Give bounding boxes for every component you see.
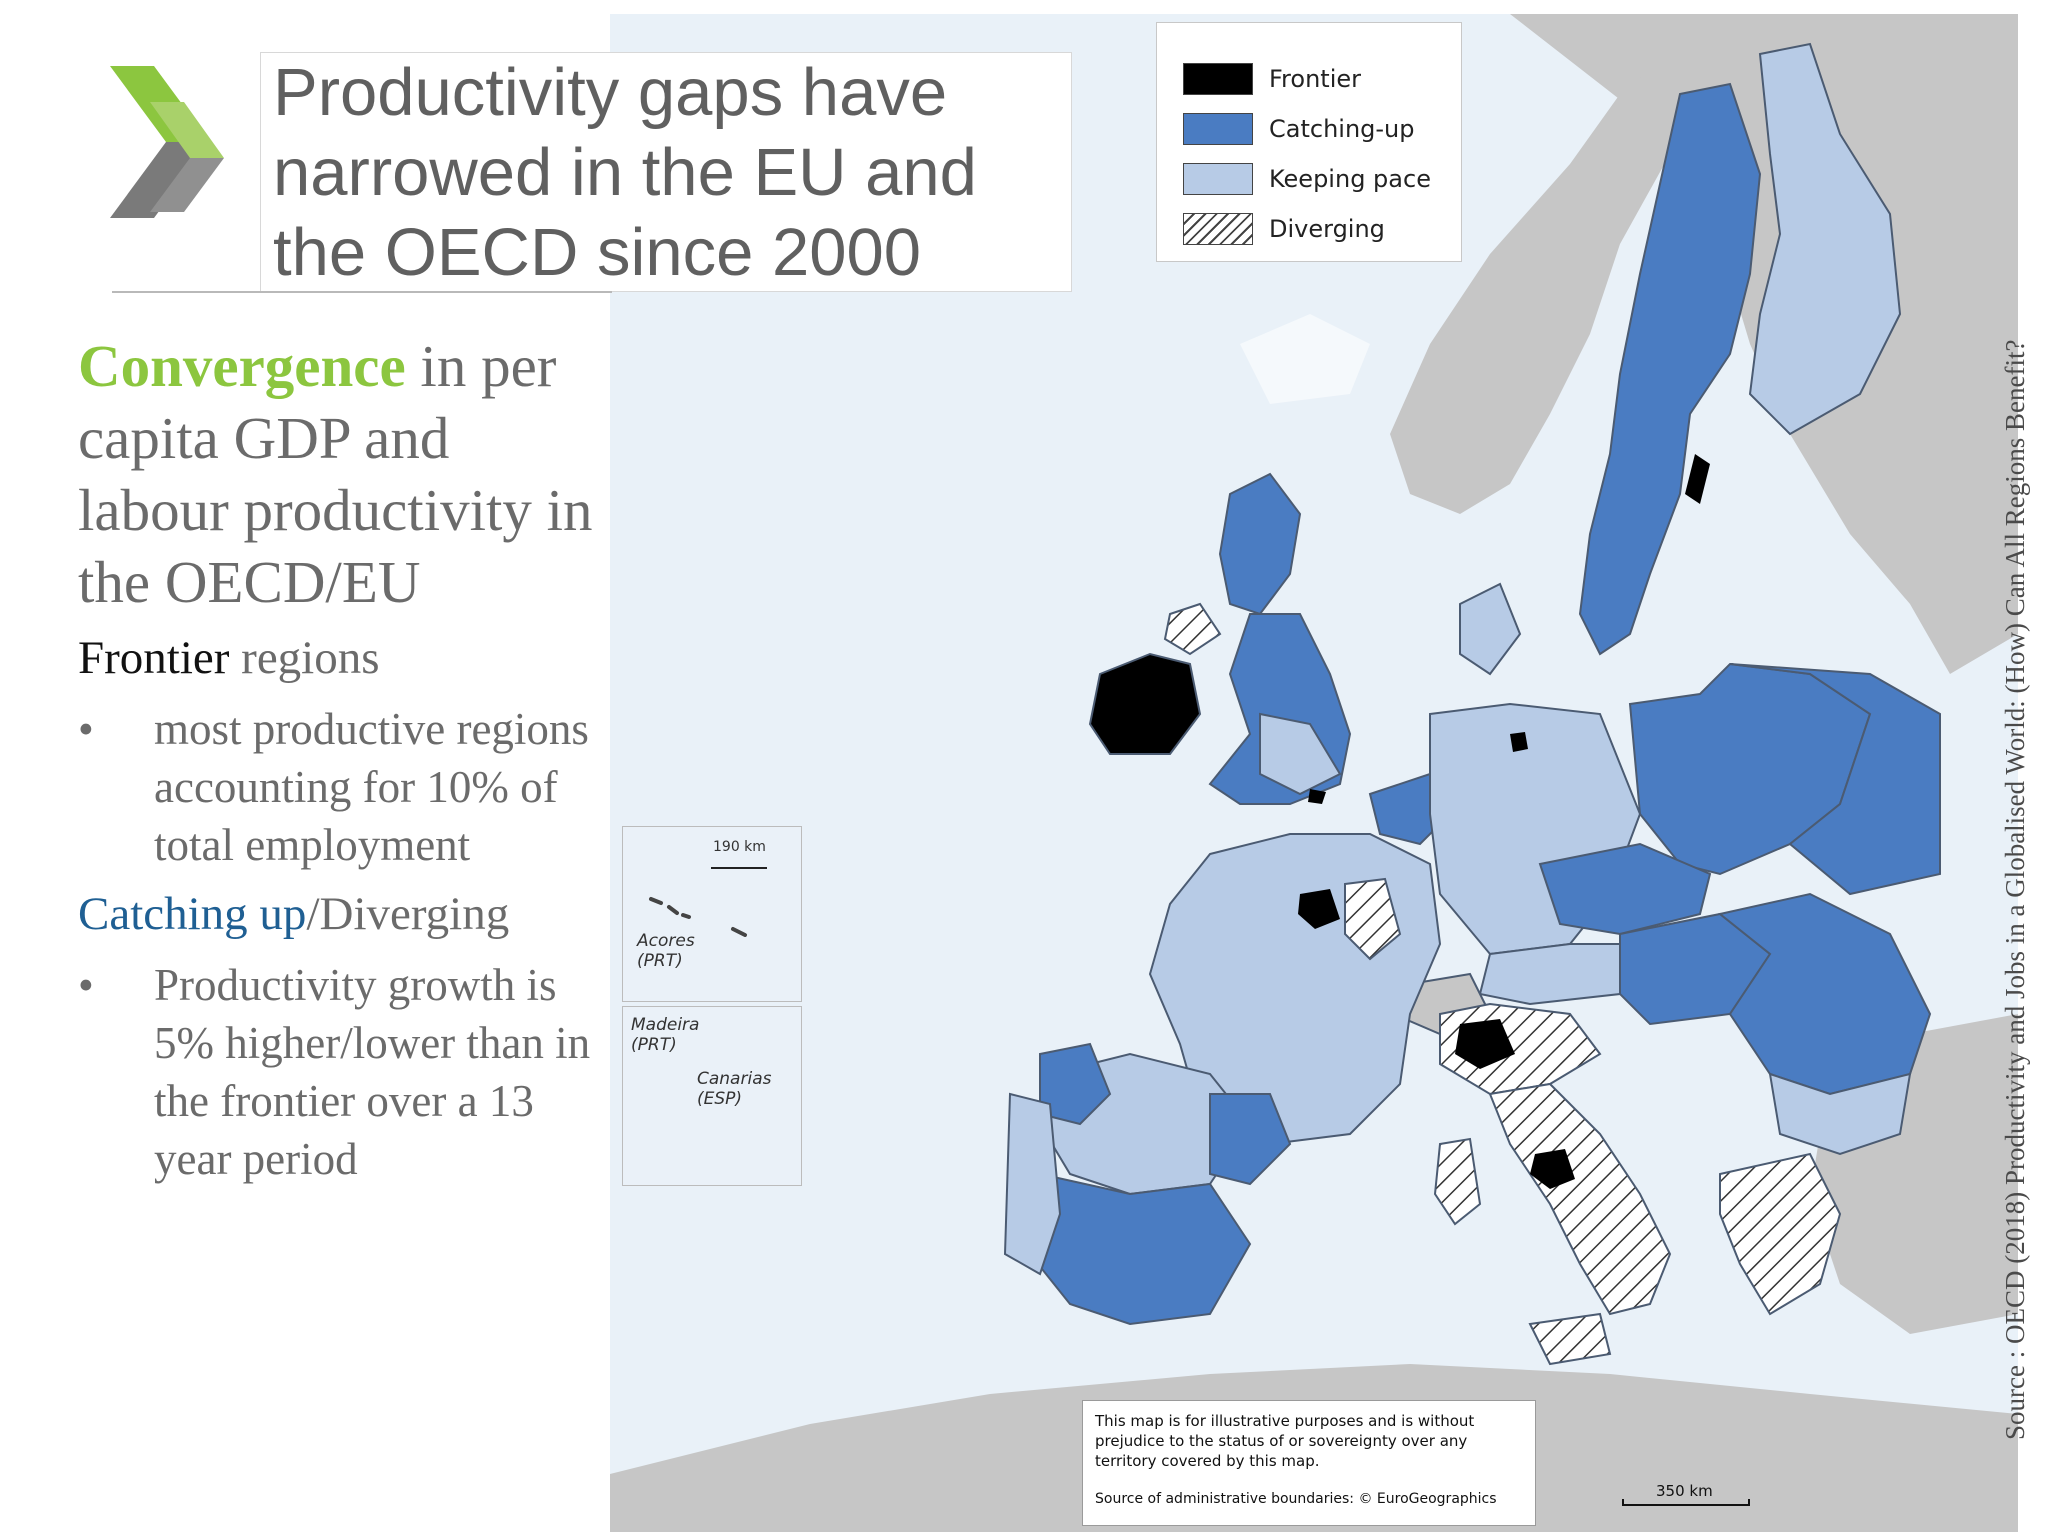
- frontier-subheading: Frontier regions: [78, 628, 598, 688]
- inset-azores-scale-bar: [711, 867, 767, 869]
- legend-swatch-keeping-pace: [1183, 163, 1253, 195]
- legend-item-diverging: Diverging: [1183, 209, 1385, 249]
- region-ireland-north: [1163, 602, 1222, 656]
- scale-bar-label: 350 km: [1656, 1482, 1713, 1500]
- scale-bar: 350 km: [1622, 1482, 1750, 1512]
- legend-item-frontier: Frontier: [1183, 59, 1361, 99]
- legend-label-diverging: Diverging: [1269, 215, 1385, 243]
- catching-rest: /Diverging: [306, 888, 510, 940]
- region-iberia-south: [1028, 1172, 1252, 1326]
- title-line-2: narrowed in the EU and: [273, 135, 977, 210]
- inset-azores-scale: 190 km: [713, 839, 766, 855]
- region-ile-de-france: [1298, 889, 1340, 929]
- region-lombardy: [1455, 1019, 1515, 1069]
- inset-madeira-canarias: Madeira (PRT) Canarias (ESP): [622, 1006, 802, 1186]
- catching-subheading: Catching up/Diverging: [78, 884, 598, 944]
- catching-bullet: • Productivity growth is 5% higher/lower …: [78, 956, 598, 1188]
- region-ireland: [1088, 652, 1202, 755]
- region-greece: [1719, 1152, 1842, 1316]
- region-champagne: [1344, 877, 1402, 961]
- region-sicily: [1528, 1312, 1612, 1366]
- region-catalonia: [1209, 1093, 1292, 1186]
- catching-bullet-text: Productivity growth is 5% higher/lower t…: [154, 960, 591, 1184]
- frontier-rest: regions: [229, 632, 380, 684]
- legend-item-keeping-pace: Keeping pace: [1183, 159, 1431, 199]
- region-scotland: [1218, 472, 1302, 616]
- catching-word: Catching up: [78, 888, 307, 940]
- disclaimer-text: This map is for illustrative purposes an…: [1095, 1412, 1475, 1470]
- legend-label-keeping-pace: Keeping pace: [1269, 165, 1431, 193]
- scale-bar-line: [1622, 1499, 1750, 1506]
- region-england-south: [1259, 712, 1342, 796]
- heading-rest: in per capita GDP and labour productivit…: [78, 333, 593, 615]
- azores-islands: [649, 897, 747, 937]
- frontier-bullet-text: most productive regions accounting for 1…: [154, 704, 589, 870]
- region-finland: [1748, 42, 1902, 436]
- region-london: [1308, 789, 1326, 804]
- inset-madeira-label: Madeira (PRT): [631, 1015, 700, 1055]
- title-line-3: the OECD since 2000: [273, 215, 922, 290]
- region-portugal: [1003, 1092, 1062, 1276]
- title-line-1: Productivity gaps have: [273, 55, 948, 130]
- legend-label-frontier: Frontier: [1269, 65, 1362, 93]
- region-italy-south: [1488, 1082, 1672, 1316]
- region-stockholm: [1685, 454, 1710, 504]
- title-box: Productivity gaps have narrowed in the E…: [260, 52, 1072, 292]
- region-bulgaria: [1768, 1072, 1912, 1156]
- heading: Convergence in per capita GDP and labour…: [78, 330, 598, 618]
- bullet-marker-2: •: [78, 960, 94, 1010]
- map-disclaimer: This map is for illustrative purposes an…: [1082, 1400, 1536, 1526]
- region-sardinia: [1433, 1137, 1482, 1226]
- frontier-bullet: • most productive regions accounting for …: [78, 700, 598, 874]
- region-hamburg: [1510, 732, 1528, 752]
- legend-label-catching-up: Catching-up: [1269, 115, 1415, 143]
- left-text-column: Convergence in per capita GDP and labour…: [78, 330, 598, 1188]
- bullet-marker-1: •: [78, 704, 94, 754]
- inset-azores: 190 km Acores (PRT): [622, 826, 802, 1002]
- region-denmark: [1459, 582, 1522, 676]
- inset-azores-label: Acores (PRT): [637, 931, 695, 971]
- frontier-word: Frontier: [78, 632, 230, 684]
- region-czechia: [1538, 842, 1712, 936]
- legend-swatch-catching-up: [1183, 113, 1253, 145]
- legend-swatch-diverging: [1183, 213, 1253, 245]
- land-iceland: [1240, 314, 1370, 404]
- inset-canarias-label: Canarias (ESP): [697, 1069, 772, 1109]
- land-norway: [1390, 54, 1710, 514]
- heading-highlight: Convergence: [78, 333, 406, 399]
- map-legend: Frontier Catching-up Keeping pace Diverg…: [1156, 22, 1462, 262]
- legend-item-catching-up: Catching-up: [1183, 109, 1415, 149]
- title-divider: [112, 291, 612, 293]
- legend-swatch-frontier: [1183, 63, 1253, 95]
- disclaimer-source: Source of administrative boundaries: © E…: [1095, 1491, 1497, 1507]
- region-sweden: [1578, 82, 1762, 656]
- oecd-logo: [106, 62, 226, 282]
- region-lazio: [1530, 1149, 1575, 1189]
- region-east-poland: [1729, 663, 1941, 896]
- source-note: Source : OECD (2018) Productivity and Jo…: [2000, 339, 2030, 1440]
